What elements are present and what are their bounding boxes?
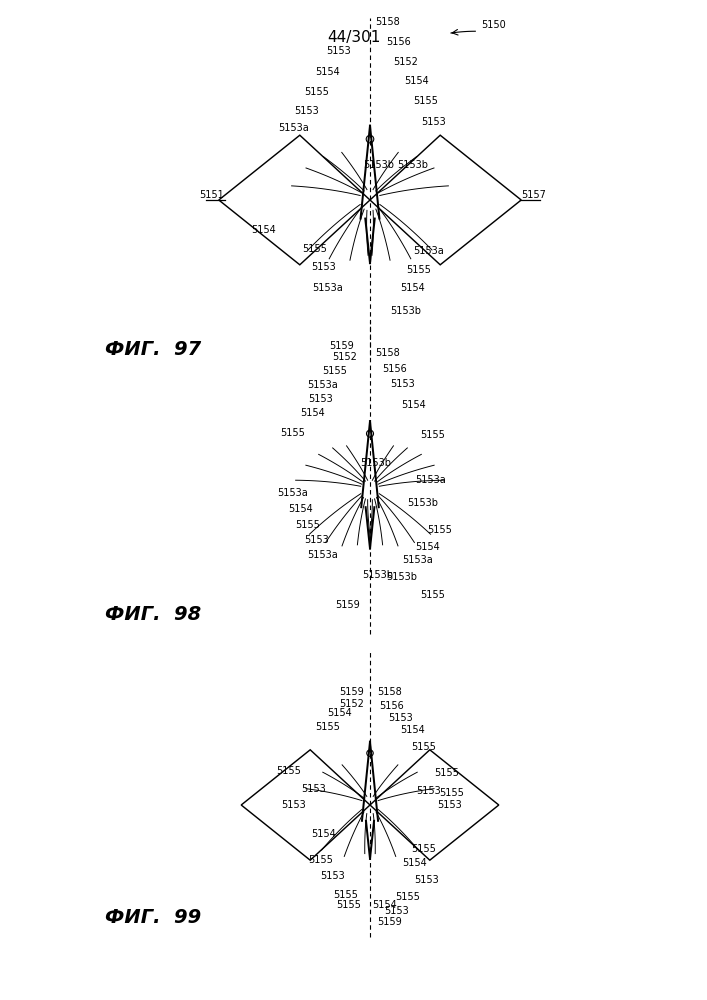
Text: 5151: 5151 [199, 190, 224, 200]
Text: 5155: 5155 [305, 87, 329, 97]
Text: ФИГ.  98: ФИГ. 98 [105, 605, 201, 624]
Text: 5156: 5156 [382, 364, 407, 374]
Text: 5154: 5154 [300, 408, 325, 418]
Text: 5155: 5155 [334, 890, 358, 900]
Text: 5154: 5154 [311, 829, 336, 839]
Text: 5158: 5158 [375, 17, 399, 27]
Text: 5153: 5153 [294, 106, 319, 116]
Text: 5154: 5154 [415, 542, 440, 552]
Text: 5153: 5153 [390, 379, 415, 389]
Text: 5153a: 5153a [402, 555, 433, 565]
Text: 5157: 5157 [521, 190, 546, 200]
Text: 5155: 5155 [411, 742, 436, 752]
Text: 5156: 5156 [379, 701, 404, 711]
Text: 5153a: 5153a [413, 246, 444, 256]
Text: 5154: 5154 [402, 857, 427, 867]
Text: 5154: 5154 [373, 900, 397, 910]
Text: 5153a: 5153a [279, 123, 309, 133]
Text: 5155: 5155 [407, 265, 431, 275]
Text: 5155: 5155 [434, 768, 460, 778]
Text: 5154: 5154 [288, 504, 312, 514]
Text: 5153: 5153 [281, 800, 305, 810]
Text: 5153b: 5153b [360, 458, 391, 468]
Text: 5153: 5153 [388, 713, 413, 723]
Text: 5153: 5153 [421, 117, 446, 127]
Text: 5153: 5153 [308, 394, 332, 404]
Text: 5159: 5159 [329, 341, 354, 351]
Text: 5153: 5153 [327, 46, 351, 56]
Text: 5153: 5153 [302, 784, 327, 794]
Text: 5159: 5159 [339, 687, 364, 697]
Text: 5155: 5155 [280, 428, 305, 438]
Text: 5152: 5152 [393, 57, 418, 67]
Text: 5155: 5155 [439, 788, 464, 798]
Text: 5153: 5153 [320, 871, 345, 881]
Text: 5153: 5153 [312, 262, 337, 272]
Text: 5154: 5154 [251, 225, 276, 235]
Text: 5154: 5154 [327, 708, 351, 718]
Text: 5153b: 5153b [386, 572, 417, 582]
Text: 5153b: 5153b [363, 160, 395, 170]
Text: 5155: 5155 [322, 366, 348, 376]
Text: 5153b: 5153b [363, 570, 394, 580]
Text: 5155: 5155 [420, 430, 445, 440]
Text: 5158: 5158 [375, 348, 399, 358]
Text: 5150: 5150 [481, 19, 506, 29]
Text: 5154: 5154 [402, 400, 426, 410]
Text: 5153: 5153 [414, 875, 438, 885]
Text: 5152: 5152 [339, 699, 364, 709]
Text: 5153a: 5153a [415, 475, 445, 485]
Text: 5158: 5158 [377, 687, 402, 697]
Text: 5155: 5155 [336, 900, 361, 910]
Text: ФИГ.  99: ФИГ. 99 [105, 908, 201, 927]
Text: 5155: 5155 [302, 244, 327, 254]
Text: 5155: 5155 [308, 855, 333, 865]
Text: 5155: 5155 [428, 525, 452, 535]
Text: 5155: 5155 [413, 96, 438, 106]
Text: 5155: 5155 [395, 892, 420, 902]
Text: 5153b: 5153b [397, 160, 428, 170]
Text: 5153: 5153 [304, 535, 329, 545]
Text: 5155: 5155 [420, 590, 445, 600]
Text: 5155: 5155 [315, 722, 340, 732]
Text: 5153a: 5153a [307, 380, 337, 390]
Text: 5153b: 5153b [390, 306, 421, 316]
Text: 5154: 5154 [400, 725, 425, 735]
Text: 5154: 5154 [399, 283, 424, 293]
Text: 5153b: 5153b [407, 497, 438, 508]
Text: 5159: 5159 [377, 917, 402, 927]
Text: 5153: 5153 [416, 786, 440, 796]
Text: 5155: 5155 [411, 844, 436, 854]
Text: 5154: 5154 [315, 67, 340, 77]
Text: 5154: 5154 [404, 76, 428, 86]
Text: 5155: 5155 [276, 766, 301, 776]
Text: 44/301: 44/301 [327, 30, 380, 45]
Text: 5155: 5155 [295, 520, 320, 530]
Text: 5153a: 5153a [276, 488, 308, 497]
Text: 5153: 5153 [437, 800, 462, 810]
Text: 5153: 5153 [384, 906, 409, 916]
Text: 5153a: 5153a [307, 550, 337, 560]
Text: ФИГ.  97: ФИГ. 97 [105, 340, 201, 359]
Text: 5159: 5159 [335, 600, 360, 610]
Text: 5156: 5156 [386, 37, 411, 47]
Text: 5152: 5152 [332, 353, 358, 362]
Text: 5153a: 5153a [312, 283, 343, 293]
